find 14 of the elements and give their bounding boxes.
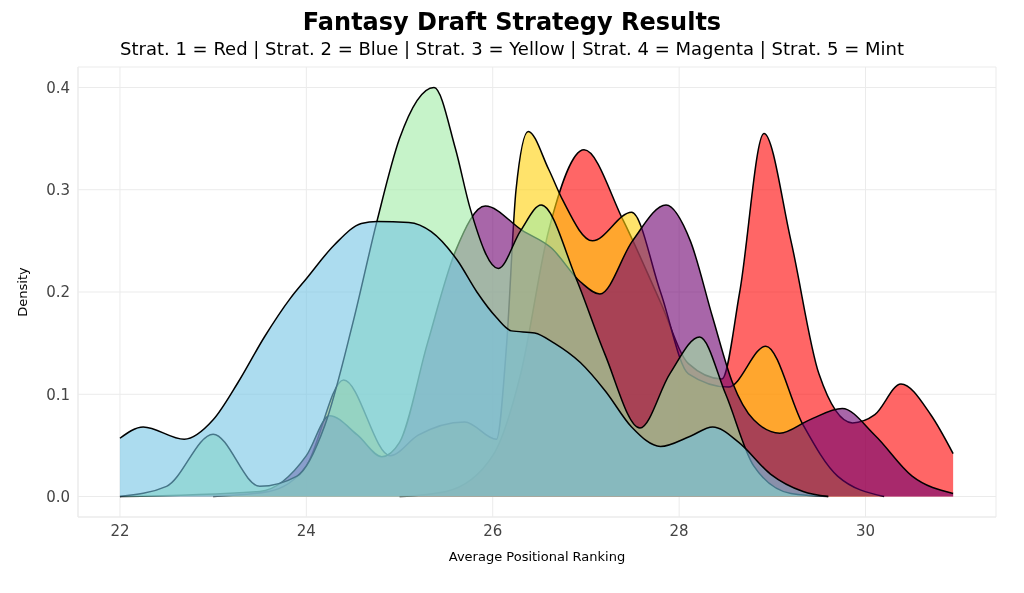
- x-axis-title: Average Positional Ranking: [448, 549, 626, 564]
- y-tick-label: 0.3: [46, 181, 70, 200]
- x-tick-label: 26: [483, 521, 503, 540]
- x-tick-label: 24: [296, 521, 316, 540]
- y-tick-label: 0.0: [46, 487, 70, 506]
- y-tick-label: 0.1: [46, 385, 70, 404]
- y-axis-title: Density: [14, 266, 30, 317]
- x-tick-label: 30: [855, 521, 876, 540]
- x-tick-label: 28: [669, 521, 689, 540]
- y-tick-label: 0.2: [46, 283, 70, 302]
- y-tick-label: 0.4: [46, 78, 70, 97]
- chart-title: Fantasy Draft Strategy Results: [301, 8, 723, 36]
- x-tick-label: 22: [110, 521, 130, 540]
- chart-subtitle: Strat. 1 = Red | Strat. 2 = Blue | Strat. 3 = Yellow | Strat. 4 = Magenta | Strat. 5 = Mint: [119, 38, 905, 59]
